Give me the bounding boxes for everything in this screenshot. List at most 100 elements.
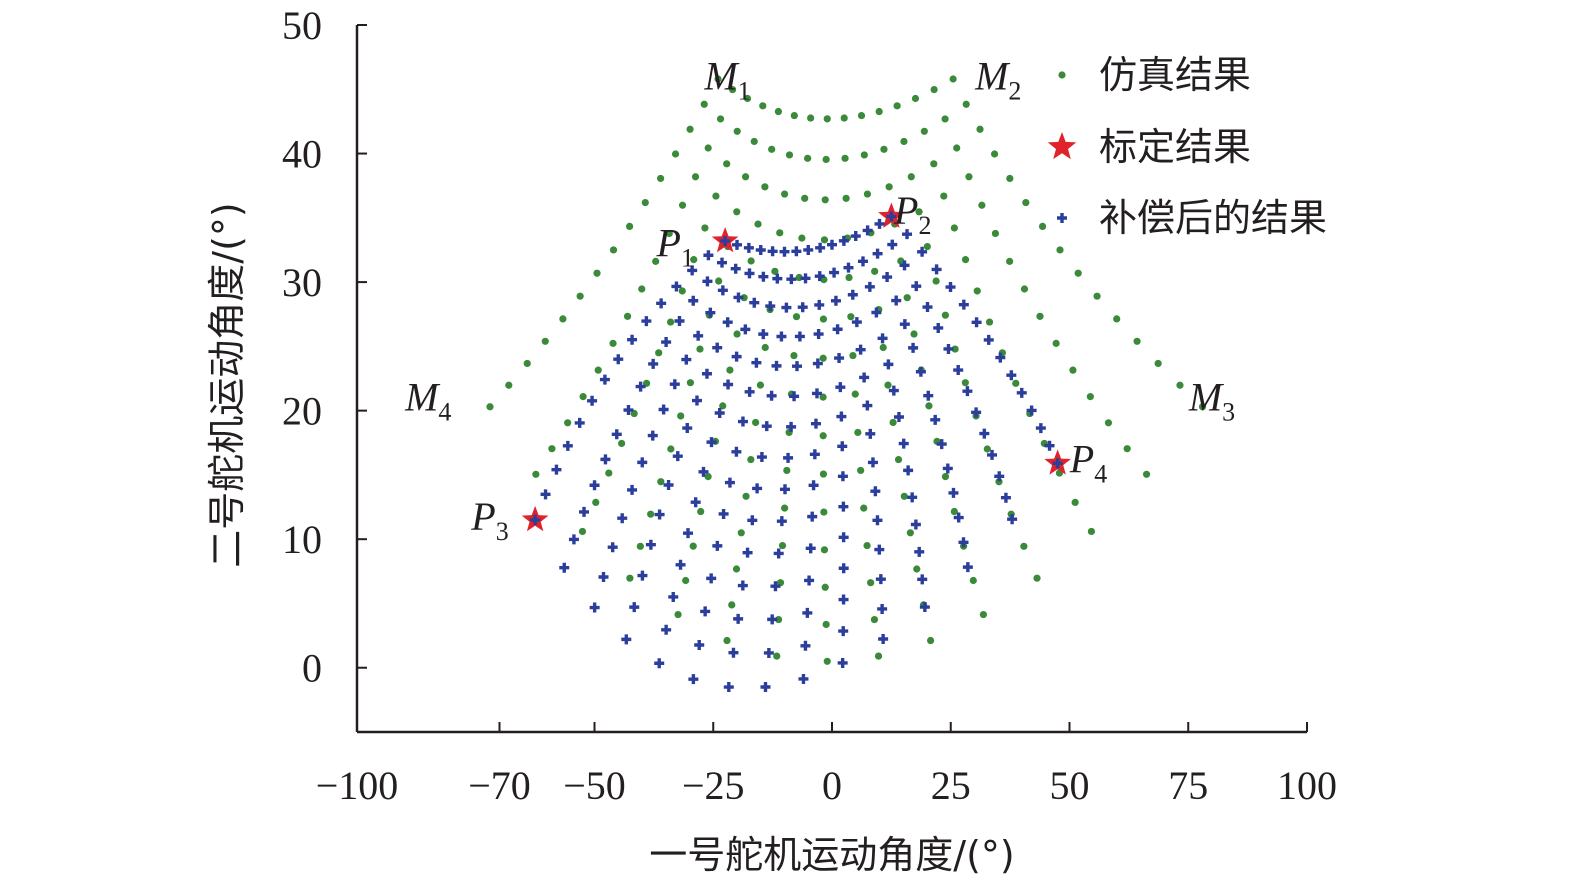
sim-point: [564, 419, 572, 427]
x-tick-label: −100: [316, 763, 399, 808]
y-axis-title: 二号舵机运动角度/(°): [205, 202, 249, 567]
axes: −100 −70 −50 −25 0 25 50 75 100 0 10 20 30 40 50: [282, 3, 1337, 808]
point-label-P-letter: P: [893, 188, 918, 233]
point-label-P-letter: P: [1069, 436, 1094, 481]
sim-point: [665, 229, 673, 238]
compensated-point: [933, 322, 944, 333]
compensated-point: [1026, 405, 1037, 416]
compensated-point: [693, 330, 704, 341]
sim-point: [704, 144, 712, 152]
sim-point: [913, 565, 921, 573]
compensated-point: [742, 547, 753, 558]
compensated-point: [786, 421, 797, 432]
sim-point: [609, 339, 617, 347]
compensated-point: [1000, 492, 1011, 503]
compensated-point: [836, 411, 847, 422]
compensated-point: [728, 647, 739, 658]
compensated-point: [862, 225, 873, 236]
compensated-point: [763, 647, 774, 658]
compensated-point: [723, 379, 734, 390]
sim-point: [807, 114, 815, 122]
series-compensated: [530, 211, 1063, 693]
x-tick-label: 25: [931, 763, 971, 808]
y-tick-label: 10: [282, 517, 322, 562]
sim-point: [845, 273, 853, 282]
sim-point: [625, 222, 634, 230]
sim-point: [884, 381, 892, 389]
compensated-point: [627, 334, 638, 345]
compensated-point: [694, 639, 705, 650]
compensated-point: [767, 246, 778, 257]
sim-point: [910, 330, 918, 338]
compensated-point: [747, 515, 758, 526]
sim-point: [759, 102, 767, 110]
sim-point: [923, 242, 931, 251]
compensated-point: [720, 235, 731, 246]
sim-point: [819, 393, 827, 401]
compensated-point: [1016, 387, 1027, 398]
compensated-point: [931, 264, 942, 275]
sim-point: [677, 412, 685, 420]
sim-point: [1198, 403, 1207, 411]
sim-point: [1142, 470, 1151, 478]
compensated-point: [983, 334, 994, 345]
compensated-point: [731, 351, 742, 362]
compensated-point: [687, 265, 698, 276]
compensated-point: [791, 246, 802, 257]
sim-point: [785, 151, 794, 159]
sim-point: [941, 115, 949, 123]
compensated-point: [648, 358, 659, 369]
corner-label-M-subscript: 2: [1008, 76, 1021, 105]
compensated-point: [706, 573, 717, 584]
sim-point: [690, 256, 698, 264]
compensated-point: [811, 388, 822, 399]
legend-item-2: 补偿后的结果: [1057, 196, 1327, 240]
sim-point: [893, 102, 901, 110]
sim-point: [704, 472, 712, 481]
compensated-point: [661, 624, 672, 635]
sim-point: [579, 393, 587, 401]
x-tick-label: 50: [1050, 763, 1090, 808]
point-label-P-subscript: 3: [496, 517, 509, 546]
sim-point: [894, 455, 903, 464]
compensated-point: [874, 544, 885, 555]
compensated-point: [623, 405, 634, 416]
sim-point: [907, 173, 915, 181]
sim-point: [1123, 445, 1131, 453]
sim-point: [618, 439, 626, 448]
y-tick-label: 40: [282, 132, 322, 177]
compensated-point: [600, 454, 611, 465]
compensated-point: [766, 390, 777, 401]
compensated-point: [835, 382, 846, 393]
compensated-point: [987, 449, 998, 460]
compensated-point: [838, 532, 849, 543]
sim-point: [860, 504, 868, 512]
sim-point: [1006, 174, 1014, 183]
sim-point: [1087, 527, 1096, 536]
sim-point: [863, 190, 872, 198]
sim-point: [752, 418, 760, 427]
sim-point: [1020, 285, 1029, 293]
compensated-point: [559, 562, 570, 573]
compensated-point: [637, 457, 648, 468]
compensated-point: [851, 317, 862, 328]
legend-item-0: 仿真结果: [1058, 53, 1251, 97]
compensated-point: [830, 295, 841, 306]
corner-label-M-subscript: 4: [438, 398, 451, 427]
sim-point: [761, 183, 769, 191]
sim-point: [778, 541, 787, 550]
sim-point: [969, 576, 977, 585]
sim-point: [953, 144, 961, 152]
compensated-point: [838, 594, 849, 605]
compensated-point: [802, 607, 813, 618]
compensated-point: [744, 386, 755, 397]
sim-point: [821, 583, 829, 591]
compensated-point: [701, 368, 712, 379]
compensated-point: [683, 528, 694, 539]
sim-point: [949, 75, 957, 83]
compensated-point: [915, 366, 926, 377]
compensated-point: [599, 374, 610, 385]
sim-point: [723, 636, 731, 645]
sim-point: [657, 174, 665, 183]
